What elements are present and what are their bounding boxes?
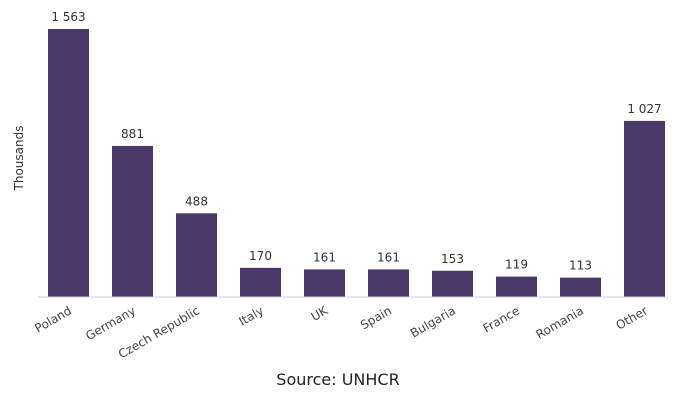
- value-labels-group: 1 563 881 488 170 161 161 153 119 113 1 027: [51, 10, 661, 273]
- value-label: 153: [441, 252, 464, 266]
- category-label: Poland: [32, 303, 74, 335]
- value-label: 113: [569, 259, 592, 273]
- bar-bulgaria: [432, 270, 473, 297]
- bar-romania: [560, 277, 601, 297]
- category-label: Romania: [534, 303, 586, 341]
- category-label: Other: [613, 303, 650, 332]
- y-axis-label: Thousands: [12, 126, 26, 192]
- bar-germany: [112, 145, 153, 297]
- value-label: 161: [313, 250, 336, 264]
- value-label: 161: [377, 250, 400, 264]
- bar-poland: [48, 29, 89, 297]
- bar-italy: [240, 267, 281, 297]
- value-label: 488: [185, 194, 208, 208]
- category-label: Italy: [236, 303, 266, 328]
- value-label: 1 027: [627, 102, 661, 116]
- source-note: Source: UNHCR: [276, 370, 400, 389]
- bar-uk: [304, 269, 345, 297]
- bar-spain: [368, 269, 409, 297]
- category-label: Bulgaria: [408, 303, 458, 340]
- category-label: France: [480, 303, 522, 335]
- bars-group: [48, 29, 665, 298]
- value-label: 119: [505, 258, 528, 272]
- bar-france: [496, 276, 537, 297]
- category-label: UK: [309, 303, 331, 324]
- value-label: 1 563: [51, 10, 85, 24]
- value-label: 881: [121, 127, 144, 141]
- bar-czech-republic: [176, 213, 217, 297]
- value-label: 170: [249, 249, 272, 263]
- category-label: Germany: [83, 303, 138, 343]
- bar-other: [624, 120, 665, 298]
- category-label: Spain: [358, 303, 394, 332]
